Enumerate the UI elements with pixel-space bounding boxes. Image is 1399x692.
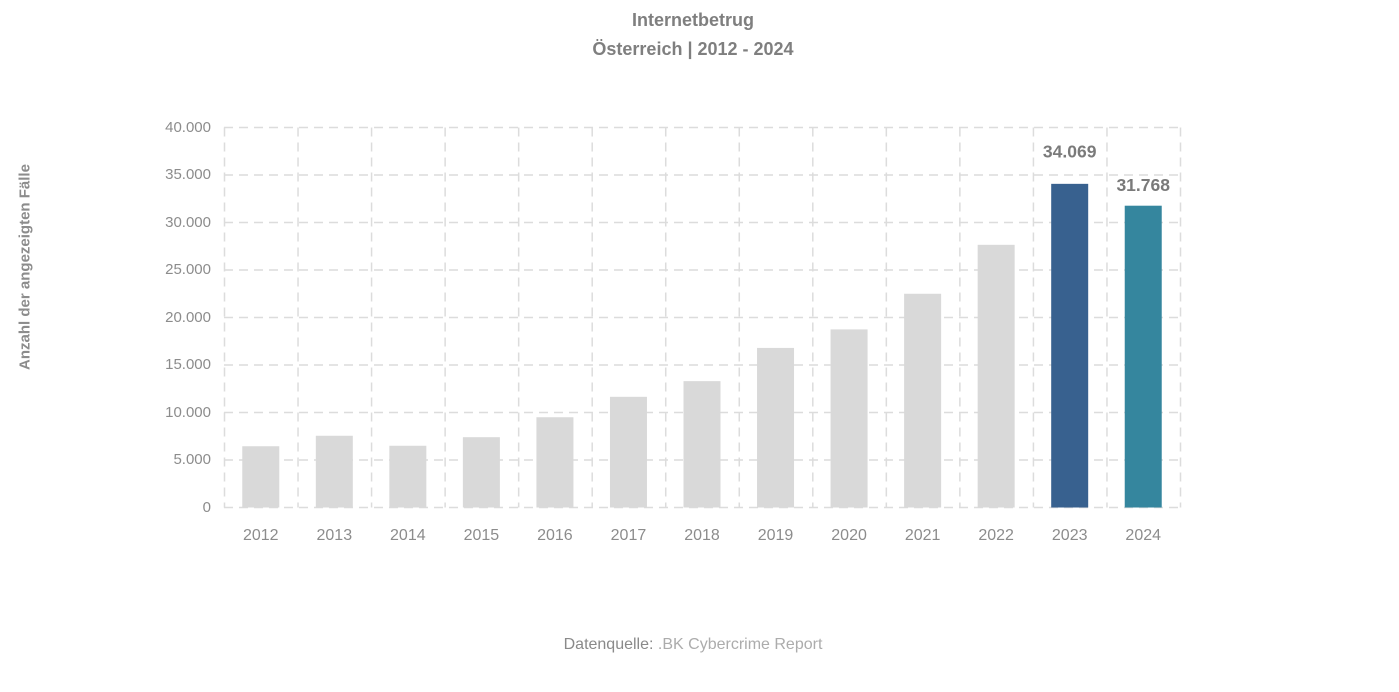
bar-2021 [904,293,942,508]
chart-title-line1: Internetbetrug [631,10,754,30]
bar-value-label: 34.069 [1043,141,1097,161]
y-tick-label: 10.000 [165,403,211,421]
chart-title: Internetbetrug Österreich | 2012 - 2024 [0,6,1386,64]
bar-value-label: 31.768 [1116,175,1170,195]
y-tick-label: 40.000 [165,118,211,136]
bar-2012 [242,446,280,508]
x-axis-label-2024: 2024 [1125,527,1162,544]
y-tick-label: 25.000 [165,261,211,278]
x-axis-label-2013: 2013 [316,527,353,544]
x-axis-label-2012: 2012 [242,527,279,544]
x-axis-label-2015: 2015 [463,527,500,544]
bar-2020 [830,329,868,508]
y-tick-label: 20.000 [165,308,211,326]
bar-2022 [977,244,1015,508]
y-axis-title: Anzahl der angezeigten Fälle [16,164,34,370]
bar-2023 [1051,183,1089,508]
bar-2016 [536,417,574,508]
x-axis-label-2019: 2019 [757,527,794,544]
y-tick-label: 35.000 [165,166,211,183]
bar-2018 [683,381,721,508]
chart-title-line2: Österreich | 2012 - 2024 [592,39,794,59]
x-axis-label-2017: 2017 [610,527,647,544]
bar-2014 [389,445,427,508]
source-note-prefix: Datenquelle: [563,636,654,653]
y-tick-label: 15.000 [165,356,211,373]
y-tick-label: 5.000 [173,451,211,468]
source-note: Datenquelle: .BK Cybercrime Report [0,636,1386,654]
x-axis-label-2016: 2016 [537,527,573,544]
bar-2013 [315,435,353,508]
bar-chart-plot-area: 34.069 31.768 [223,126,1182,509]
x-axis-label-2014: 2014 [390,527,426,544]
x-axis-label-2022: 2022 [978,527,1014,544]
source-note-text: .BK Cybercrime Report [653,636,823,653]
x-axis-label-2020: 2020 [831,527,867,544]
bar-2017 [609,396,647,508]
x-axis-label-2018: 2018 [684,527,720,544]
x-axis-label-2023: 2023 [1051,527,1088,544]
x-axis-label-2021: 2021 [904,527,941,544]
y-tick-label: 30.000 [165,213,211,231]
bar-2015 [462,437,500,508]
y-tick-label: 0 [202,498,211,516]
bar-2019 [757,347,795,508]
bar-2024 [1124,205,1162,508]
